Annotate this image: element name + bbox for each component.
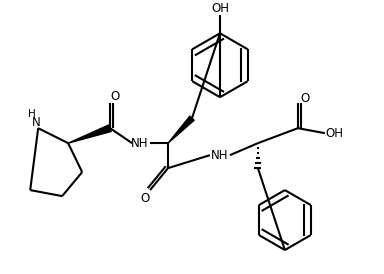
Text: NH: NH bbox=[211, 149, 229, 162]
Text: N: N bbox=[32, 116, 41, 129]
Text: O: O bbox=[141, 192, 150, 205]
Text: O: O bbox=[300, 92, 310, 105]
Polygon shape bbox=[68, 125, 111, 143]
Text: H: H bbox=[28, 109, 36, 119]
Text: O: O bbox=[111, 90, 120, 103]
Text: OH: OH bbox=[211, 2, 229, 15]
Polygon shape bbox=[168, 116, 194, 143]
Text: OH: OH bbox=[326, 127, 344, 140]
Text: NH: NH bbox=[131, 137, 149, 150]
